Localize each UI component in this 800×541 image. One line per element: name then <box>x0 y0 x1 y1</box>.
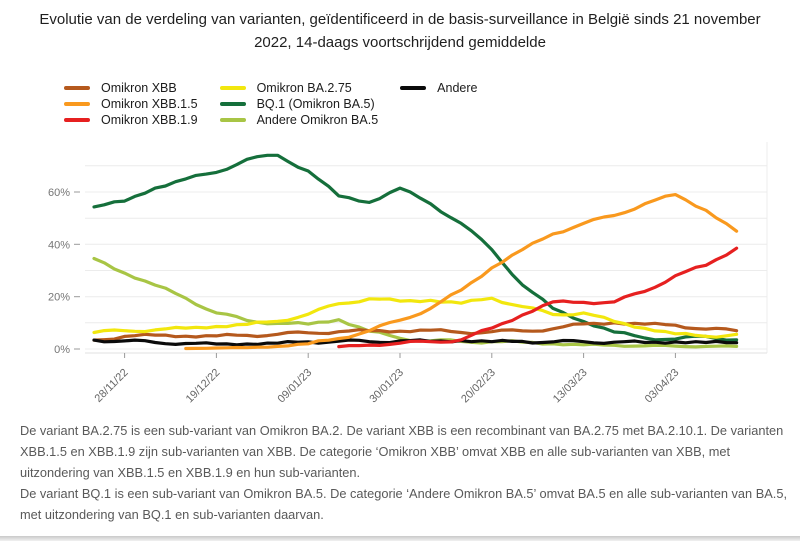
y-axis-labels: 0% 20% 40% 60% <box>48 187 80 356</box>
x-tick-label: 09/01/23 <box>276 367 315 406</box>
grid-lines <box>85 142 768 354</box>
legend-label: Omikron BA.2.75 <box>256 81 352 95</box>
legend-label: Omikron XBB <box>101 81 177 95</box>
legend-swatch <box>400 86 427 90</box>
series-line-bq-1-omikron-ba-5- <box>92 153 739 342</box>
x-axis-labels: 28/11/22 19/12/22 09/01/23 30/01/23 20/02/23… <box>93 353 682 405</box>
chart-svg: 0% 20% 40% 60% 28/11/22 19/12/22 09/01/23 30/01… <box>48 142 768 405</box>
legend-item-omikron-xbb[interactable]: Omikron XBB <box>64 80 198 96</box>
legend-label: BQ.1 (Omikron BA.5) <box>256 97 375 111</box>
variant-trend-chart: 0% 20% 40% 60% 28/11/22 19/12/22 09/01/23 30/01… <box>0 128 800 420</box>
x-tick-label: 28/11/22 <box>93 367 131 405</box>
legend-swatch <box>64 118 90 122</box>
legend-label: Omikron XBB.1.5 <box>101 97 198 111</box>
legend-swatch <box>219 86 246 90</box>
page-title-line1: Evolutie van de verdeling van varianten,… <box>39 11 761 28</box>
legend-item-andere-omikron-ba-5[interactable]: Andere Omikron BA.5 <box>219 112 379 128</box>
legend-label: Andere Omikron BA.5 <box>256 113 379 127</box>
y-tick-label: 0% <box>54 344 70 356</box>
legend-item-andere[interactable]: Andere <box>400 80 477 96</box>
series-line-omikron-xbb-1-9 <box>337 246 739 349</box>
series-line-omikron-xbb-1-5 <box>184 193 739 351</box>
footnotes: De variant BA.2.75 is een sub-variant va… <box>20 420 798 525</box>
footnote-xbb: De variant BA.2.75 is een sub-variant va… <box>20 423 784 480</box>
page-title: Evolutie van de verdeling van varianten,… <box>30 8 770 54</box>
legend-swatch <box>64 102 90 106</box>
x-tick-label: 03/04/23 <box>643 367 682 406</box>
series-line-omikron-ba-2-75 <box>92 296 739 339</box>
legend: Omikron XBB Omikron XBB.1.5 Omikron XBB.1.… <box>64 80 544 130</box>
page-bottom-edge <box>0 536 800 541</box>
x-tick-label: 30/01/23 <box>367 367 406 406</box>
y-tick-label: 40% <box>48 239 70 251</box>
x-tick-label: 19/12/22 <box>184 367 223 406</box>
legend-label: Andere <box>437 81 478 95</box>
legend-label: Omikron XBB.1.9 <box>101 113 198 127</box>
legend-item-omikron-ba-2-75[interactable]: Omikron BA.2.75 <box>219 80 379 96</box>
x-tick-label: 20/02/23 <box>459 367 498 406</box>
y-tick-label: 20% <box>48 292 70 304</box>
legend-item-omikron-xbb-1-5[interactable]: Omikron XBB.1.5 <box>64 96 198 112</box>
footnote-bq1: De variant BQ.1 is een sub-variant van O… <box>20 486 788 522</box>
legend-item-bq-1-omikron-ba-5-[interactable]: BQ.1 (Omikron BA.5) <box>219 96 379 112</box>
x-tick-label: 13/03/23 <box>551 367 590 406</box>
page-title-line2: 2022, 14-daags voortschrijdend gemiddeld… <box>254 34 546 51</box>
legend-swatch <box>219 118 246 122</box>
legend-swatch <box>64 86 90 90</box>
legend-item-omikron-xbb-1-9[interactable]: Omikron XBB.1.9 <box>64 112 198 128</box>
y-tick-label: 60% <box>48 187 70 199</box>
legend-swatch <box>219 102 246 106</box>
